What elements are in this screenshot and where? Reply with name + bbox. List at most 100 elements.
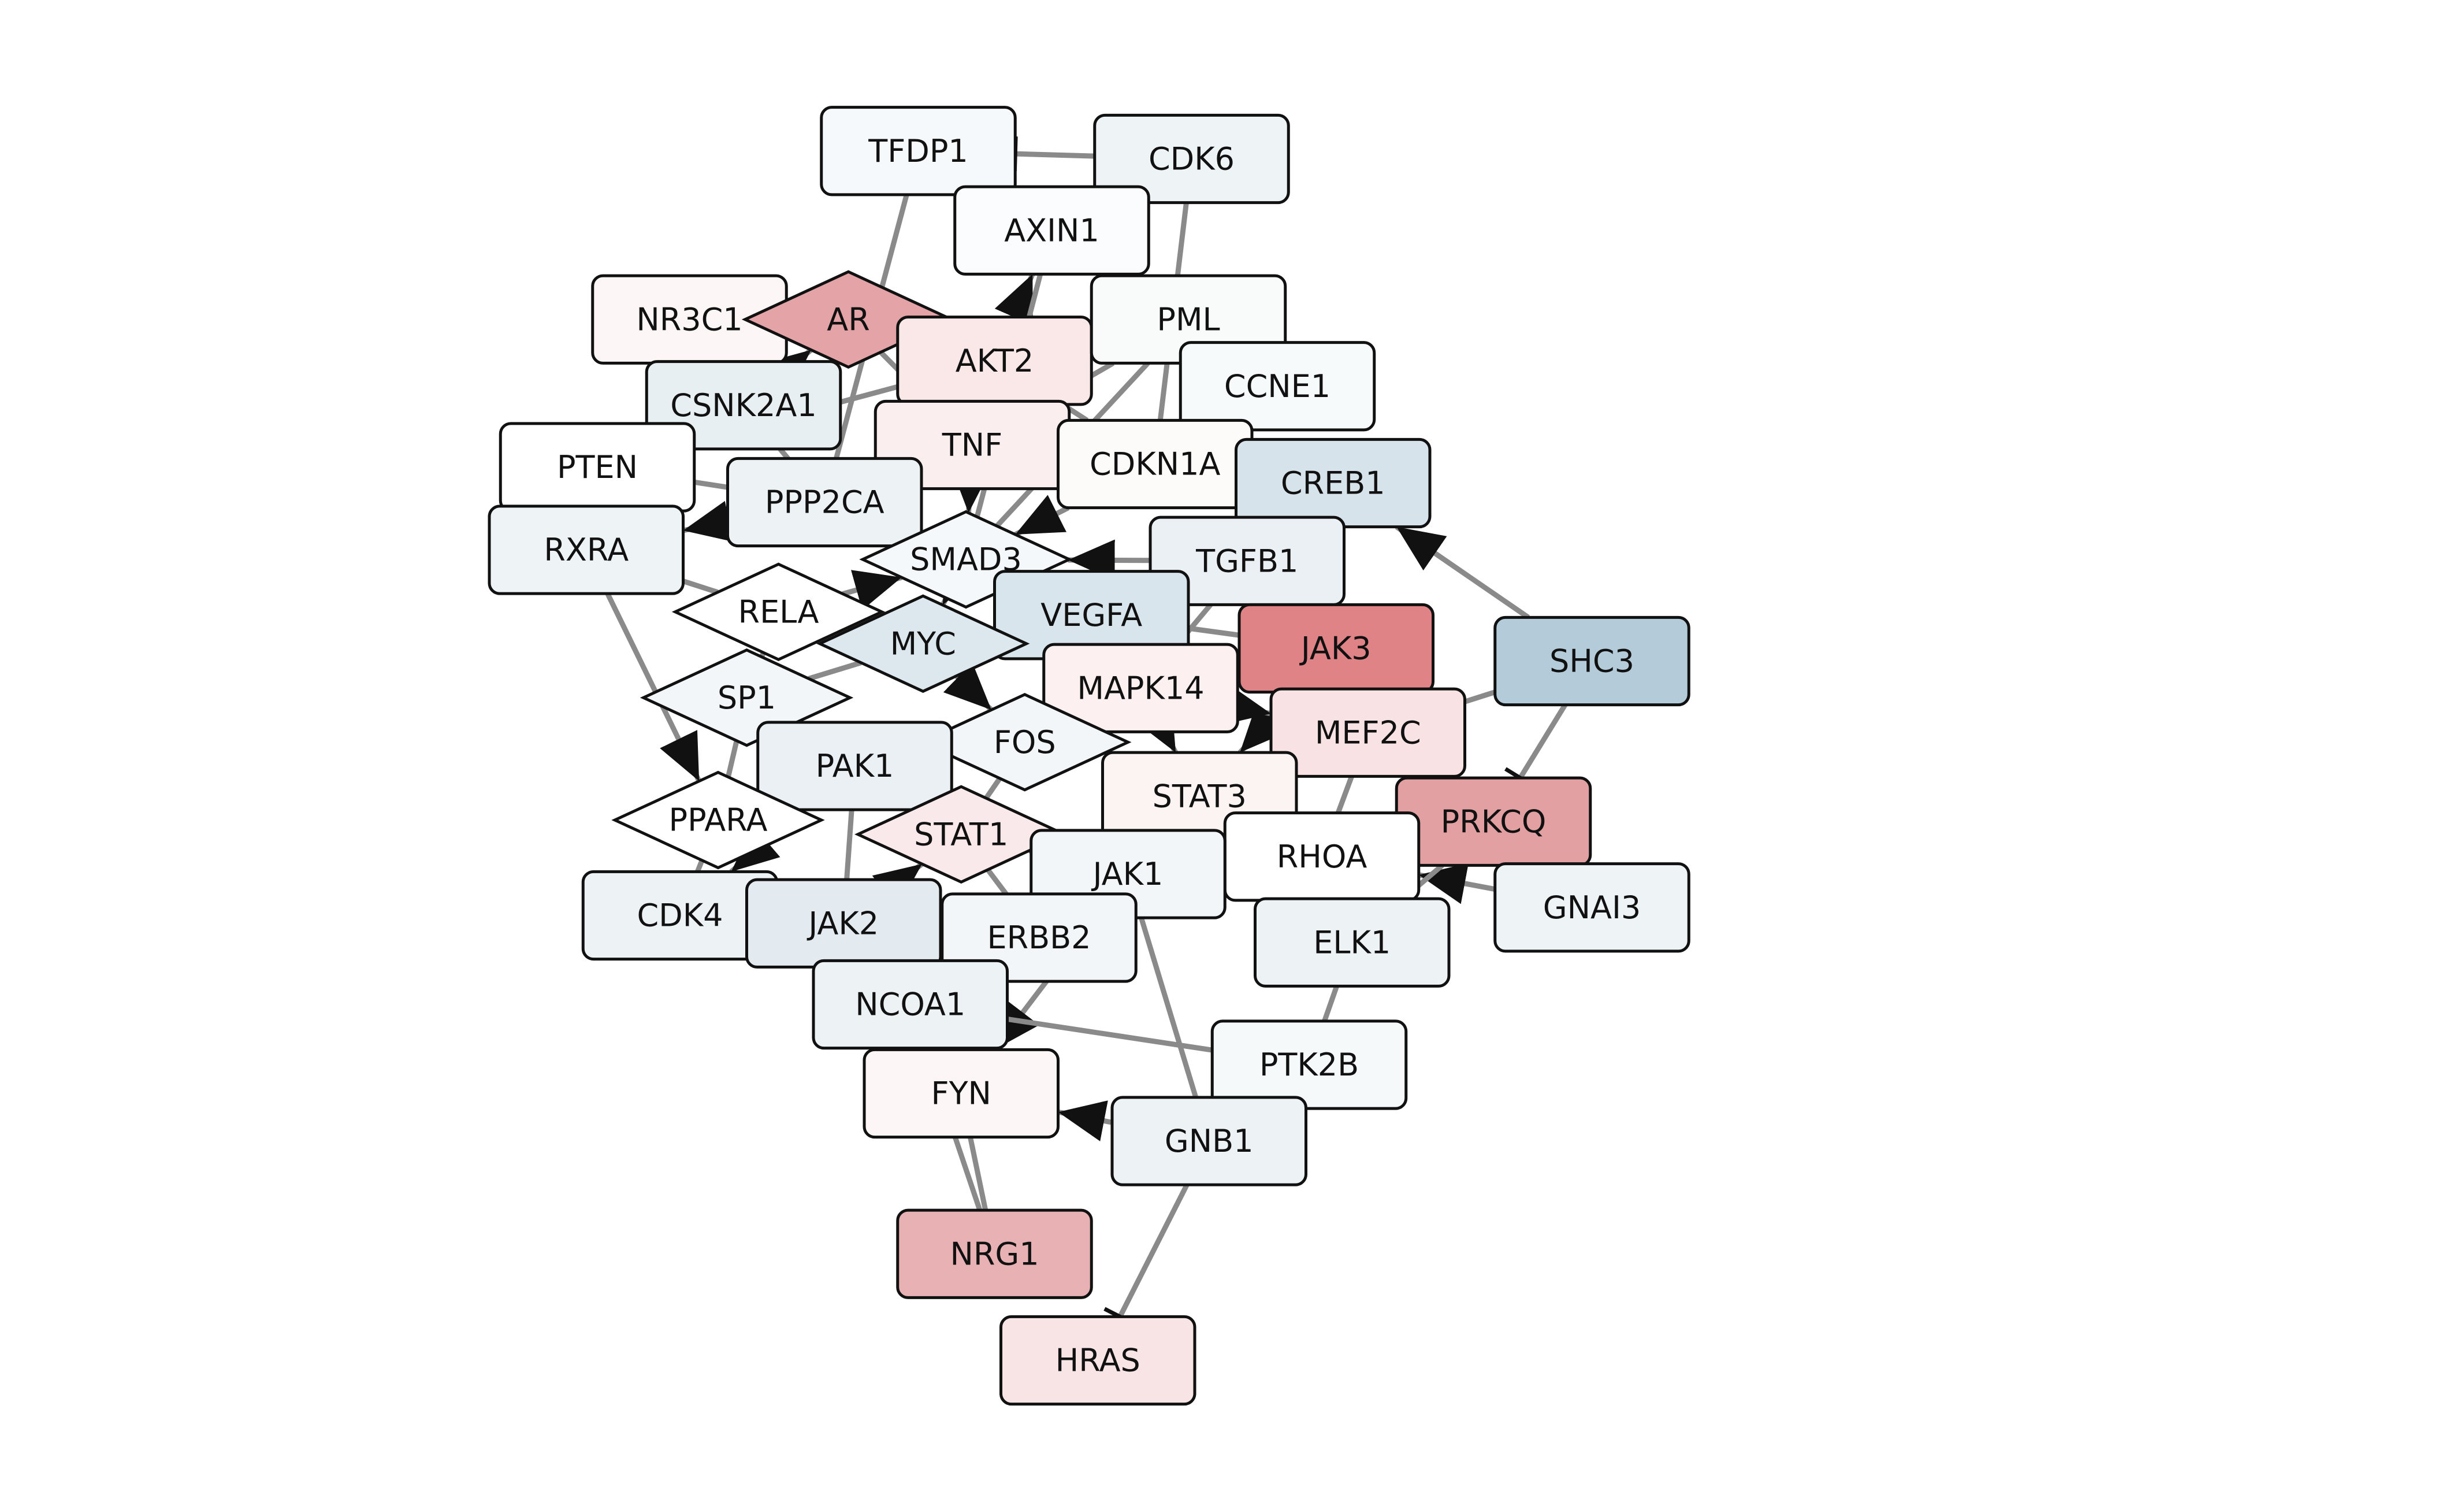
edge-PPARA-CDK4 bbox=[695, 859, 705, 873]
node-rela[interactable]: RELA bbox=[671, 562, 886, 662]
node-ppp2ca[interactable]: PPP2CA bbox=[726, 457, 923, 548]
node-cdkn1a[interactable]: CDKN1A bbox=[1057, 418, 1254, 510]
node-fyn[interactable]: FYN bbox=[863, 1048, 1060, 1139]
node-label: PTK2B bbox=[1259, 1047, 1359, 1083]
node-jak3[interactable]: JAK3 bbox=[1237, 603, 1434, 694]
node-pak1[interactable]: PAK1 bbox=[756, 721, 953, 811]
node-label: NCOA1 bbox=[855, 986, 965, 1023]
edge-SHC3-PRKCQ bbox=[1518, 703, 1567, 780]
edge-JAK2-STAT1 bbox=[872, 862, 924, 909]
node-label: CREB1 bbox=[1281, 465, 1385, 502]
node-box bbox=[645, 360, 842, 451]
edge-FYN-NRG1 bbox=[968, 1136, 988, 1211]
node-box bbox=[756, 721, 953, 811]
edge-ELK1-PTK2B bbox=[1322, 985, 1339, 1022]
node-nrg1[interactable]: NRG1 bbox=[896, 1208, 1093, 1299]
node-cdk4[interactable]: CDK4 bbox=[581, 870, 779, 961]
edge-PTK2B-NCOA1 bbox=[1006, 1016, 1213, 1053]
node-label: VEGFA bbox=[1040, 597, 1142, 633]
node-mef2c[interactable]: MEF2C bbox=[1269, 687, 1466, 778]
node-myc[interactable]: MYC bbox=[816, 594, 1030, 693]
edge-SHC3-MEF2C bbox=[1464, 689, 1496, 704]
node-label: PAK1 bbox=[816, 748, 894, 784]
edge-VEGFA-JAK3 bbox=[1188, 625, 1240, 638]
node-box bbox=[1210, 1019, 1408, 1110]
node-label: STAT3 bbox=[1153, 778, 1247, 814]
node-creb1[interactable]: CREB1 bbox=[1235, 437, 1432, 529]
edge-RXRA-PPARA bbox=[605, 592, 702, 782]
edge-JAK1-GNB1 bbox=[1139, 917, 1199, 1099]
node-label: PTEN bbox=[557, 449, 638, 485]
node-rhoa[interactable]: RHOA bbox=[1223, 811, 1421, 902]
node-label: TNF bbox=[942, 427, 1002, 463]
node-jak2[interactable]: JAK2 bbox=[745, 878, 942, 969]
edge-AKT2-AXIN1 bbox=[994, 273, 1035, 326]
node-label: SHC3 bbox=[1549, 643, 1634, 680]
node-pten[interactable]: PTEN bbox=[499, 422, 696, 513]
node-label: AXIN1 bbox=[1004, 212, 1099, 248]
node-label: NR3C1 bbox=[636, 301, 742, 337]
node-rxra[interactable]: RXRA bbox=[488, 505, 685, 595]
node-label: MEF2C bbox=[1315, 714, 1421, 751]
node-stat1[interactable]: STAT1 bbox=[854, 785, 1068, 884]
node-label: SP1 bbox=[718, 680, 776, 716]
node-label: CDKN1A bbox=[1090, 446, 1220, 483]
edge-PTEN-PPP2CA bbox=[694, 479, 729, 490]
edge-GNB1-HRAS bbox=[1117, 1184, 1190, 1318]
node-label: GNAI3 bbox=[1543, 889, 1641, 926]
node-label: AR bbox=[827, 301, 869, 337]
edge-TNF-SMAD3 bbox=[950, 465, 992, 513]
node-box bbox=[726, 457, 923, 548]
node-label: HRAS bbox=[1056, 1342, 1140, 1379]
node-tfdp1[interactable]: TFDP1 bbox=[820, 106, 1017, 196]
node-label: PRKCQ bbox=[1441, 803, 1547, 840]
node-label: JAK1 bbox=[1091, 856, 1164, 892]
node-csnk2a1[interactable]: CSNK2A1 bbox=[645, 360, 842, 451]
edge-PAK1-JAK2 bbox=[844, 809, 854, 880]
node-box bbox=[820, 106, 1017, 196]
node-label: TGFB1 bbox=[1195, 543, 1298, 579]
node-ncoa1[interactable]: NCOA1 bbox=[812, 959, 1009, 1050]
node-diamond bbox=[611, 770, 825, 870]
node-label: ERBB2 bbox=[987, 919, 1091, 956]
node-diamond bbox=[918, 692, 1132, 792]
node-diamond bbox=[671, 562, 886, 662]
node-prkcq[interactable]: PRKCQ bbox=[1395, 776, 1592, 867]
edge-SP1-PPARA bbox=[726, 740, 739, 778]
node-gnai3[interactable]: GNAI3 bbox=[1493, 862, 1690, 953]
edge-MYC-FOS bbox=[943, 662, 994, 712]
node-label: JAK3 bbox=[1299, 630, 1372, 667]
node-fos[interactable]: FOS bbox=[918, 692, 1132, 792]
node-elk1[interactable]: ELK1 bbox=[1254, 897, 1451, 988]
edge-TGFB1-SMAD3 bbox=[1068, 539, 1151, 581]
node-nr3c1[interactable]: NR3C1 bbox=[591, 274, 788, 365]
node-label: JAK2 bbox=[807, 905, 879, 941]
node-ppara[interactable]: PPARA bbox=[611, 770, 825, 870]
node-mapk14[interactable]: MAPK14 bbox=[1042, 643, 1239, 733]
node-label: ELK1 bbox=[1313, 924, 1391, 960]
node-box bbox=[896, 1208, 1093, 1299]
node-hras[interactable]: HRAS bbox=[999, 1315, 1196, 1406]
node-box bbox=[999, 1315, 1196, 1406]
node-gnb1[interactable]: GNB1 bbox=[1110, 1096, 1307, 1186]
node-tgfb1[interactable]: TGFB1 bbox=[1149, 515, 1346, 606]
node-akt2[interactable]: AKT2 bbox=[896, 316, 1093, 406]
node-box bbox=[1254, 897, 1451, 988]
node-label: GNB1 bbox=[1165, 1123, 1254, 1159]
node-shc3[interactable]: SHC3 bbox=[1493, 615, 1690, 707]
node-box bbox=[488, 505, 685, 595]
node-label: CSNK2A1 bbox=[670, 387, 816, 424]
edge-RELA-SMAD3 bbox=[842, 570, 902, 610]
node-axin1[interactable]: AXIN1 bbox=[953, 185, 1150, 276]
node-label: RXRA bbox=[544, 532, 629, 568]
node-cdk6[interactable]: CDK6 bbox=[1093, 113, 1290, 205]
node-label: PPP2CA bbox=[765, 484, 884, 521]
node-label: PPARA bbox=[669, 802, 768, 839]
node-box bbox=[1269, 687, 1466, 778]
node-ptk2b[interactable]: PTK2B bbox=[1210, 1019, 1408, 1110]
node-vegfa[interactable]: VEGFA bbox=[993, 570, 1190, 661]
node-label: NRG1 bbox=[950, 1236, 1039, 1272]
edge-MEF2C-RHOA bbox=[1335, 775, 1354, 814]
node-ccne1[interactable]: CCNE1 bbox=[1179, 341, 1376, 432]
node-tnf[interactable]: TNF bbox=[874, 399, 1071, 491]
